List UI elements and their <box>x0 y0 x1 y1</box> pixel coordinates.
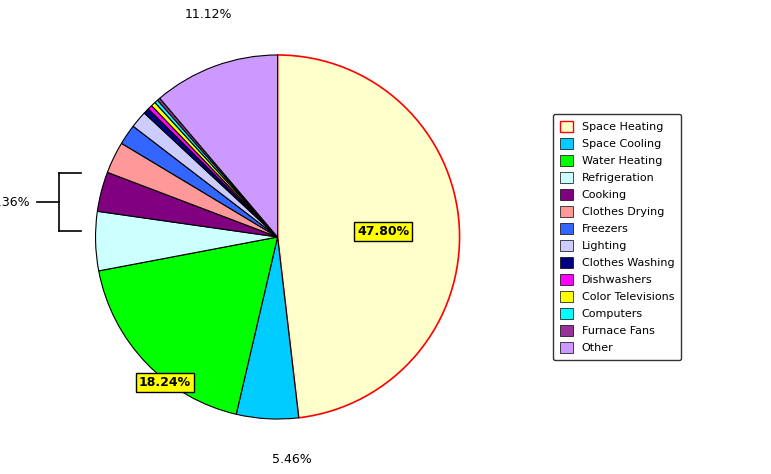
Wedge shape <box>144 109 278 237</box>
Wedge shape <box>236 237 298 419</box>
Wedge shape <box>152 102 278 237</box>
Legend: Space Heating, Space Cooling, Water Heating, Refrigeration, Cooking, Clothes Dry: Space Heating, Space Cooling, Water Heat… <box>553 114 681 360</box>
Wedge shape <box>97 173 278 237</box>
Text: 17.36%: 17.36% <box>0 195 30 209</box>
Text: 18.24%: 18.24% <box>139 376 190 389</box>
Text: 11.12%: 11.12% <box>184 9 232 21</box>
Text: 47.80%: 47.80% <box>357 225 409 238</box>
Wedge shape <box>278 55 460 418</box>
Wedge shape <box>107 143 278 237</box>
Wedge shape <box>157 98 278 237</box>
Wedge shape <box>96 211 278 271</box>
Wedge shape <box>160 55 278 237</box>
Wedge shape <box>133 113 278 237</box>
Wedge shape <box>155 100 278 237</box>
Text: 5.46%: 5.46% <box>272 453 312 465</box>
Wedge shape <box>99 237 278 414</box>
Wedge shape <box>122 126 278 237</box>
Wedge shape <box>148 106 278 237</box>
